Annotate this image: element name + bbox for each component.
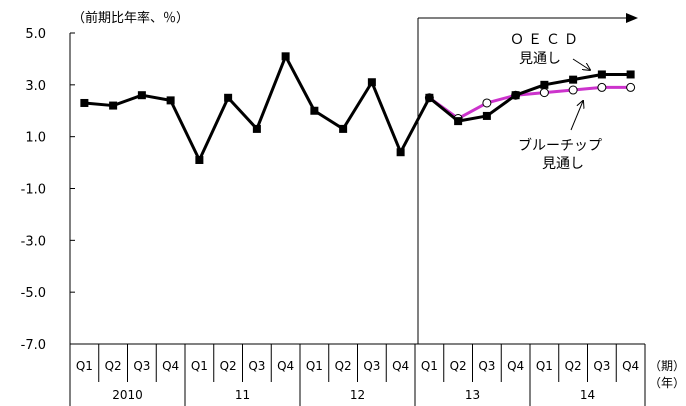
oecd-point	[569, 75, 578, 84]
x-tick-label: Q1	[421, 359, 438, 373]
oecd-point	[281, 52, 290, 61]
y-tick-label: 1.0	[25, 131, 46, 146]
x-tick-label: Q4	[162, 359, 179, 373]
oecd-point	[425, 93, 434, 102]
x-tick-label: Q4	[392, 359, 409, 373]
x-tick-label: Q2	[220, 359, 237, 373]
oecd-point	[137, 91, 146, 100]
oecd-point	[511, 91, 520, 100]
bluechip-annotation-arrow	[570, 101, 583, 131]
bluechip-annotation: ブルーチップ 見通し	[518, 101, 602, 172]
year-label: 11	[235, 388, 250, 402]
year-label: 13	[465, 388, 480, 402]
x-tick-label: Q3	[478, 359, 495, 373]
oecd-point	[626, 70, 635, 79]
y-tick-label: -7.0	[21, 338, 46, 353]
oecd-point	[310, 106, 319, 115]
bluechip-point	[539, 88, 549, 98]
oecd-point	[195, 155, 204, 164]
oecd-point	[166, 96, 175, 105]
bluechip-annotation-line2: 見通し	[542, 156, 584, 172]
x-tick-label: Q1	[306, 359, 323, 373]
oecd-point	[367, 78, 376, 87]
oecd-point	[80, 98, 89, 107]
x-tick-label: Q4	[622, 359, 639, 373]
bluechip-annotation-line1: ブルーチップ	[518, 137, 602, 154]
bluechip-line	[428, 85, 631, 121]
x-period-label: （期）	[649, 359, 685, 373]
oecd-point	[339, 124, 348, 133]
oecd-point	[482, 111, 491, 120]
oecd-point	[224, 93, 233, 102]
x-tick-label: Q2	[565, 359, 582, 373]
unit-label: （前期比年率、％）	[72, 10, 189, 26]
x-tick-label: Q1	[536, 359, 553, 373]
oecd-point	[109, 101, 118, 110]
oecd-annotation-arrow	[572, 58, 590, 70]
y-tick-label: 3.0	[25, 79, 46, 94]
bluechip-point	[482, 98, 492, 108]
x-tick-label: Q1	[76, 359, 93, 373]
x-tick-label: Q3	[593, 359, 610, 373]
oecd-point	[540, 80, 549, 89]
y-tick-label: -3.0	[21, 234, 46, 249]
oecd-annotation-line1: ＯＥＣＤ	[510, 32, 582, 48]
x-tick-label: Q3	[248, 359, 265, 373]
y-tick-label: 5.0	[25, 27, 46, 42]
year-label: 14	[580, 388, 595, 402]
x-tick-label: Q3	[133, 359, 150, 373]
series-layer	[80, 52, 636, 164]
x-tick-label: Q2	[335, 359, 352, 373]
x-tick-label: Q3	[363, 359, 380, 373]
oecd-annotation: ＯＥＣＤ 見通し	[510, 32, 590, 70]
bluechip-point	[597, 82, 607, 92]
x-tick-label: Q2	[105, 359, 122, 373]
oecd-point	[454, 117, 463, 126]
oecd-point	[597, 70, 606, 79]
oecd-annotation-line2: 見通し	[519, 51, 561, 67]
x-year-label: （年）	[649, 376, 685, 390]
oecd-line	[84, 54, 631, 162]
y-axis: 5.0 3.0 1.0 -1.0 -3.0 -5.0 -7.0	[21, 27, 75, 353]
x-tick-label: Q4	[507, 359, 524, 373]
year-label: 2010	[112, 388, 143, 402]
y-tick-label: -5.0	[21, 286, 46, 301]
x-axis: Q1 Q2 Q3 Q4 Q1 Q2 Q3 Q4 Q1 Q2 Q3 Q4 Q1 Q2 Q3 Q4 Q1 Q2 Q3 Q4…	[69, 343, 685, 406]
oecd-point	[252, 124, 261, 133]
year-label: 12	[350, 388, 365, 402]
y-tick-label: -1.0	[21, 183, 46, 198]
x-tick-label: Q1	[191, 359, 208, 373]
bluechip-point	[626, 82, 636, 92]
x-tick-label: Q4	[277, 359, 294, 373]
bluechip-point	[568, 85, 578, 95]
oecd-point	[396, 148, 405, 157]
forecast-marker	[417, 13, 638, 344]
x-tick-label: Q2	[450, 359, 467, 373]
